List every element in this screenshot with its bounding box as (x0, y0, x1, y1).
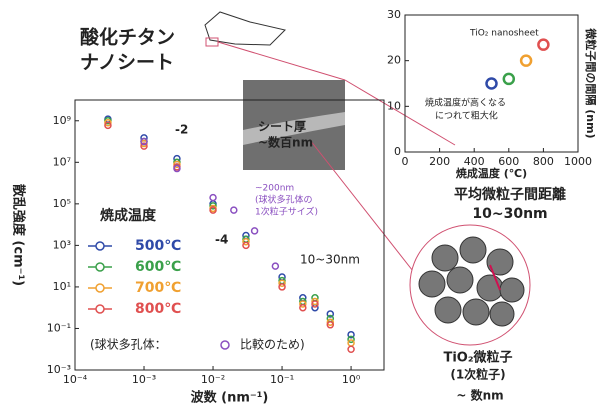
annotation: につれて粗大化 (435, 110, 498, 122)
y-tick-label: 10 (387, 99, 401, 112)
y-tick-label: 20 (387, 54, 401, 67)
y-tick-label: 10⁷ (53, 155, 71, 168)
legend-marker (96, 242, 104, 250)
y-tick-label: 10⁻³ (47, 363, 71, 376)
data-point (348, 346, 354, 352)
x-tick-label: 10⁻³ (132, 373, 156, 386)
x-axis-label: 波数 (nm⁻¹) (191, 390, 269, 406)
data-point (252, 228, 258, 234)
y-tick-label: 10⁹ (53, 114, 71, 127)
legend-label: 500℃ (135, 238, 181, 254)
particle-label: (1次粒子) (450, 367, 505, 382)
annotation: ~数百nm (258, 135, 313, 150)
annotation: 10~30nm (300, 253, 360, 267)
data-point (538, 40, 548, 50)
y-tick-label: 0 (394, 145, 401, 158)
data-point (210, 195, 216, 201)
y-tick-label: 10³ (53, 238, 71, 251)
x-tick-label: 10⁻¹ (270, 373, 294, 386)
x-tick-label: 10⁻² (201, 373, 225, 386)
legend-label: 800℃ (135, 301, 181, 317)
annotation: シート厚 (258, 120, 306, 134)
sheet-outline (205, 12, 285, 45)
legend-label: 600℃ (135, 259, 181, 275)
legend-marker (221, 341, 229, 349)
annotation: -2 (175, 123, 188, 137)
material-label: ナノシート (80, 52, 174, 74)
y-axis-label: 散乱強度 (cm⁻¹) (11, 184, 27, 286)
data-point (272, 263, 278, 269)
annotation: -4 (215, 233, 228, 247)
annotation: TiO₂ nanosheet (469, 29, 539, 39)
y-axis-label: 微粒子間の間隔 (nm) (584, 27, 598, 138)
legend-label: 700℃ (135, 280, 181, 296)
x-tick-label: 800 (533, 155, 554, 168)
annotation: 焼成温度が高くなる (425, 97, 506, 109)
annotation: (球状多孔体の (255, 194, 313, 206)
data-point (521, 56, 531, 66)
figure: 酸化チタン ナノシート 平均微粒子間距離 10~30nm TiO₂微粒子 (1次… (0, 0, 607, 410)
x-tick-label: 200 (429, 155, 450, 168)
x-tick-label: 1000 (564, 155, 592, 168)
annotation: 比較のため) (240, 337, 305, 352)
legend-marker (96, 305, 104, 313)
annotation: 1次粒子サイズ) (255, 206, 318, 218)
material-label: 酸化チタン (80, 26, 175, 49)
x-tick-label: 0 (402, 155, 409, 168)
legend-title: 焼成温度 (100, 207, 157, 224)
legend-label: (球状多孔体： (90, 338, 167, 352)
y-tick-label: 10⁵ (53, 197, 71, 210)
zoom-box (206, 38, 218, 46)
annotation: ~200nm (255, 184, 294, 194)
y-tick-label: 10⁻¹ (47, 321, 71, 334)
data-point (231, 207, 237, 213)
x-axis-label: 焼成温度 (℃) (456, 166, 527, 180)
particle-label: ~ 数nm (456, 388, 503, 403)
x-tick-label: 10⁰ (342, 373, 361, 386)
y-tick-label: 10¹ (53, 280, 71, 293)
distance-label: 10~30nm (472, 206, 547, 222)
particle-label: TiO₂微粒子 (443, 350, 512, 366)
zoom-line (218, 42, 345, 80)
legend-marker (96, 284, 104, 292)
data-point (504, 74, 514, 84)
legend-marker (96, 263, 104, 271)
data-point (487, 79, 497, 89)
distance-label: 平均微粒子間距離 (454, 186, 566, 203)
y-tick-label: 30 (387, 8, 401, 21)
